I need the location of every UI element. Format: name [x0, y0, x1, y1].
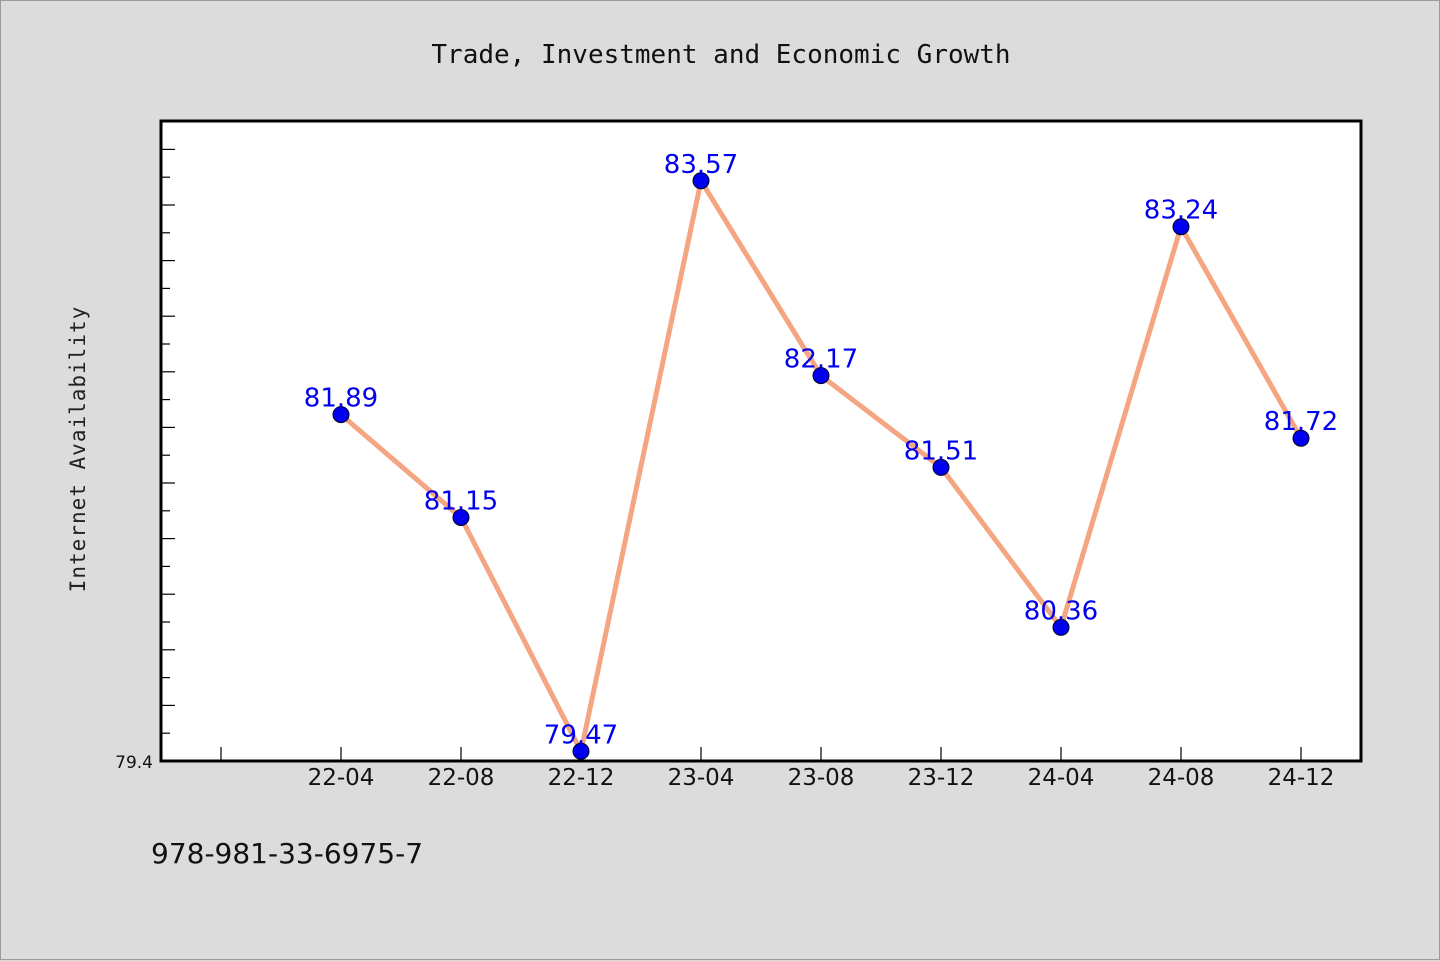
isbn-text: 978-981-33-6975-7 [151, 837, 423, 870]
data-point [1172, 218, 1190, 236]
y-tick-label: 79.4 [115, 753, 153, 773]
data-point [332, 406, 350, 424]
x-tick-label: 22-04 [308, 765, 375, 791]
data-label: 81.51 [904, 436, 978, 466]
x-tick-label: 22-12 [548, 765, 615, 791]
data-point [1292, 429, 1310, 447]
y-axis-label: Internet Availability [66, 306, 90, 593]
data-point [572, 742, 590, 760]
data-point [452, 509, 470, 526]
data-point [692, 172, 710, 190]
data-point [932, 458, 950, 476]
data-point [1052, 618, 1070, 636]
data-label: 82.17 [784, 345, 858, 375]
data-label: 80.36 [1024, 596, 1098, 626]
data-label: 81.15 [424, 487, 498, 517]
x-axis-ticks: 22-04 22-08 22-12 23-04 23-08 23-12 24-04 24-08… [220, 747, 1335, 791]
data-label: 81.89 [304, 384, 378, 414]
y-axis-ticks [161, 148, 175, 762]
data-point [812, 367, 830, 385]
x-tick-label: 23-08 [788, 765, 855, 791]
data-label: 83.57 [664, 150, 738, 180]
plot-area [159, 119, 1363, 763]
data-label: 81.72 [1264, 407, 1338, 437]
x-tick-label: 24-12 [1268, 765, 1335, 791]
data-points [332, 172, 1310, 760]
x-tick-label: 24-04 [1028, 765, 1095, 791]
data-labels: 81.89 81.15 79.47 83.57 82.17 81.51 80.36 83.24… [304, 150, 1338, 750]
data-label: 83.24 [1144, 196, 1218, 226]
x-tick-label: 24-08 [1148, 765, 1215, 791]
chart-title: Trade, Investment and Economic Growth [431, 40, 1010, 70]
data-label: 79.47 [544, 720, 618, 750]
x-tick-label: 23-04 [668, 765, 735, 791]
x-tick-label: 22-08 [428, 765, 495, 791]
x-tick-label: 23-12 [908, 765, 975, 791]
